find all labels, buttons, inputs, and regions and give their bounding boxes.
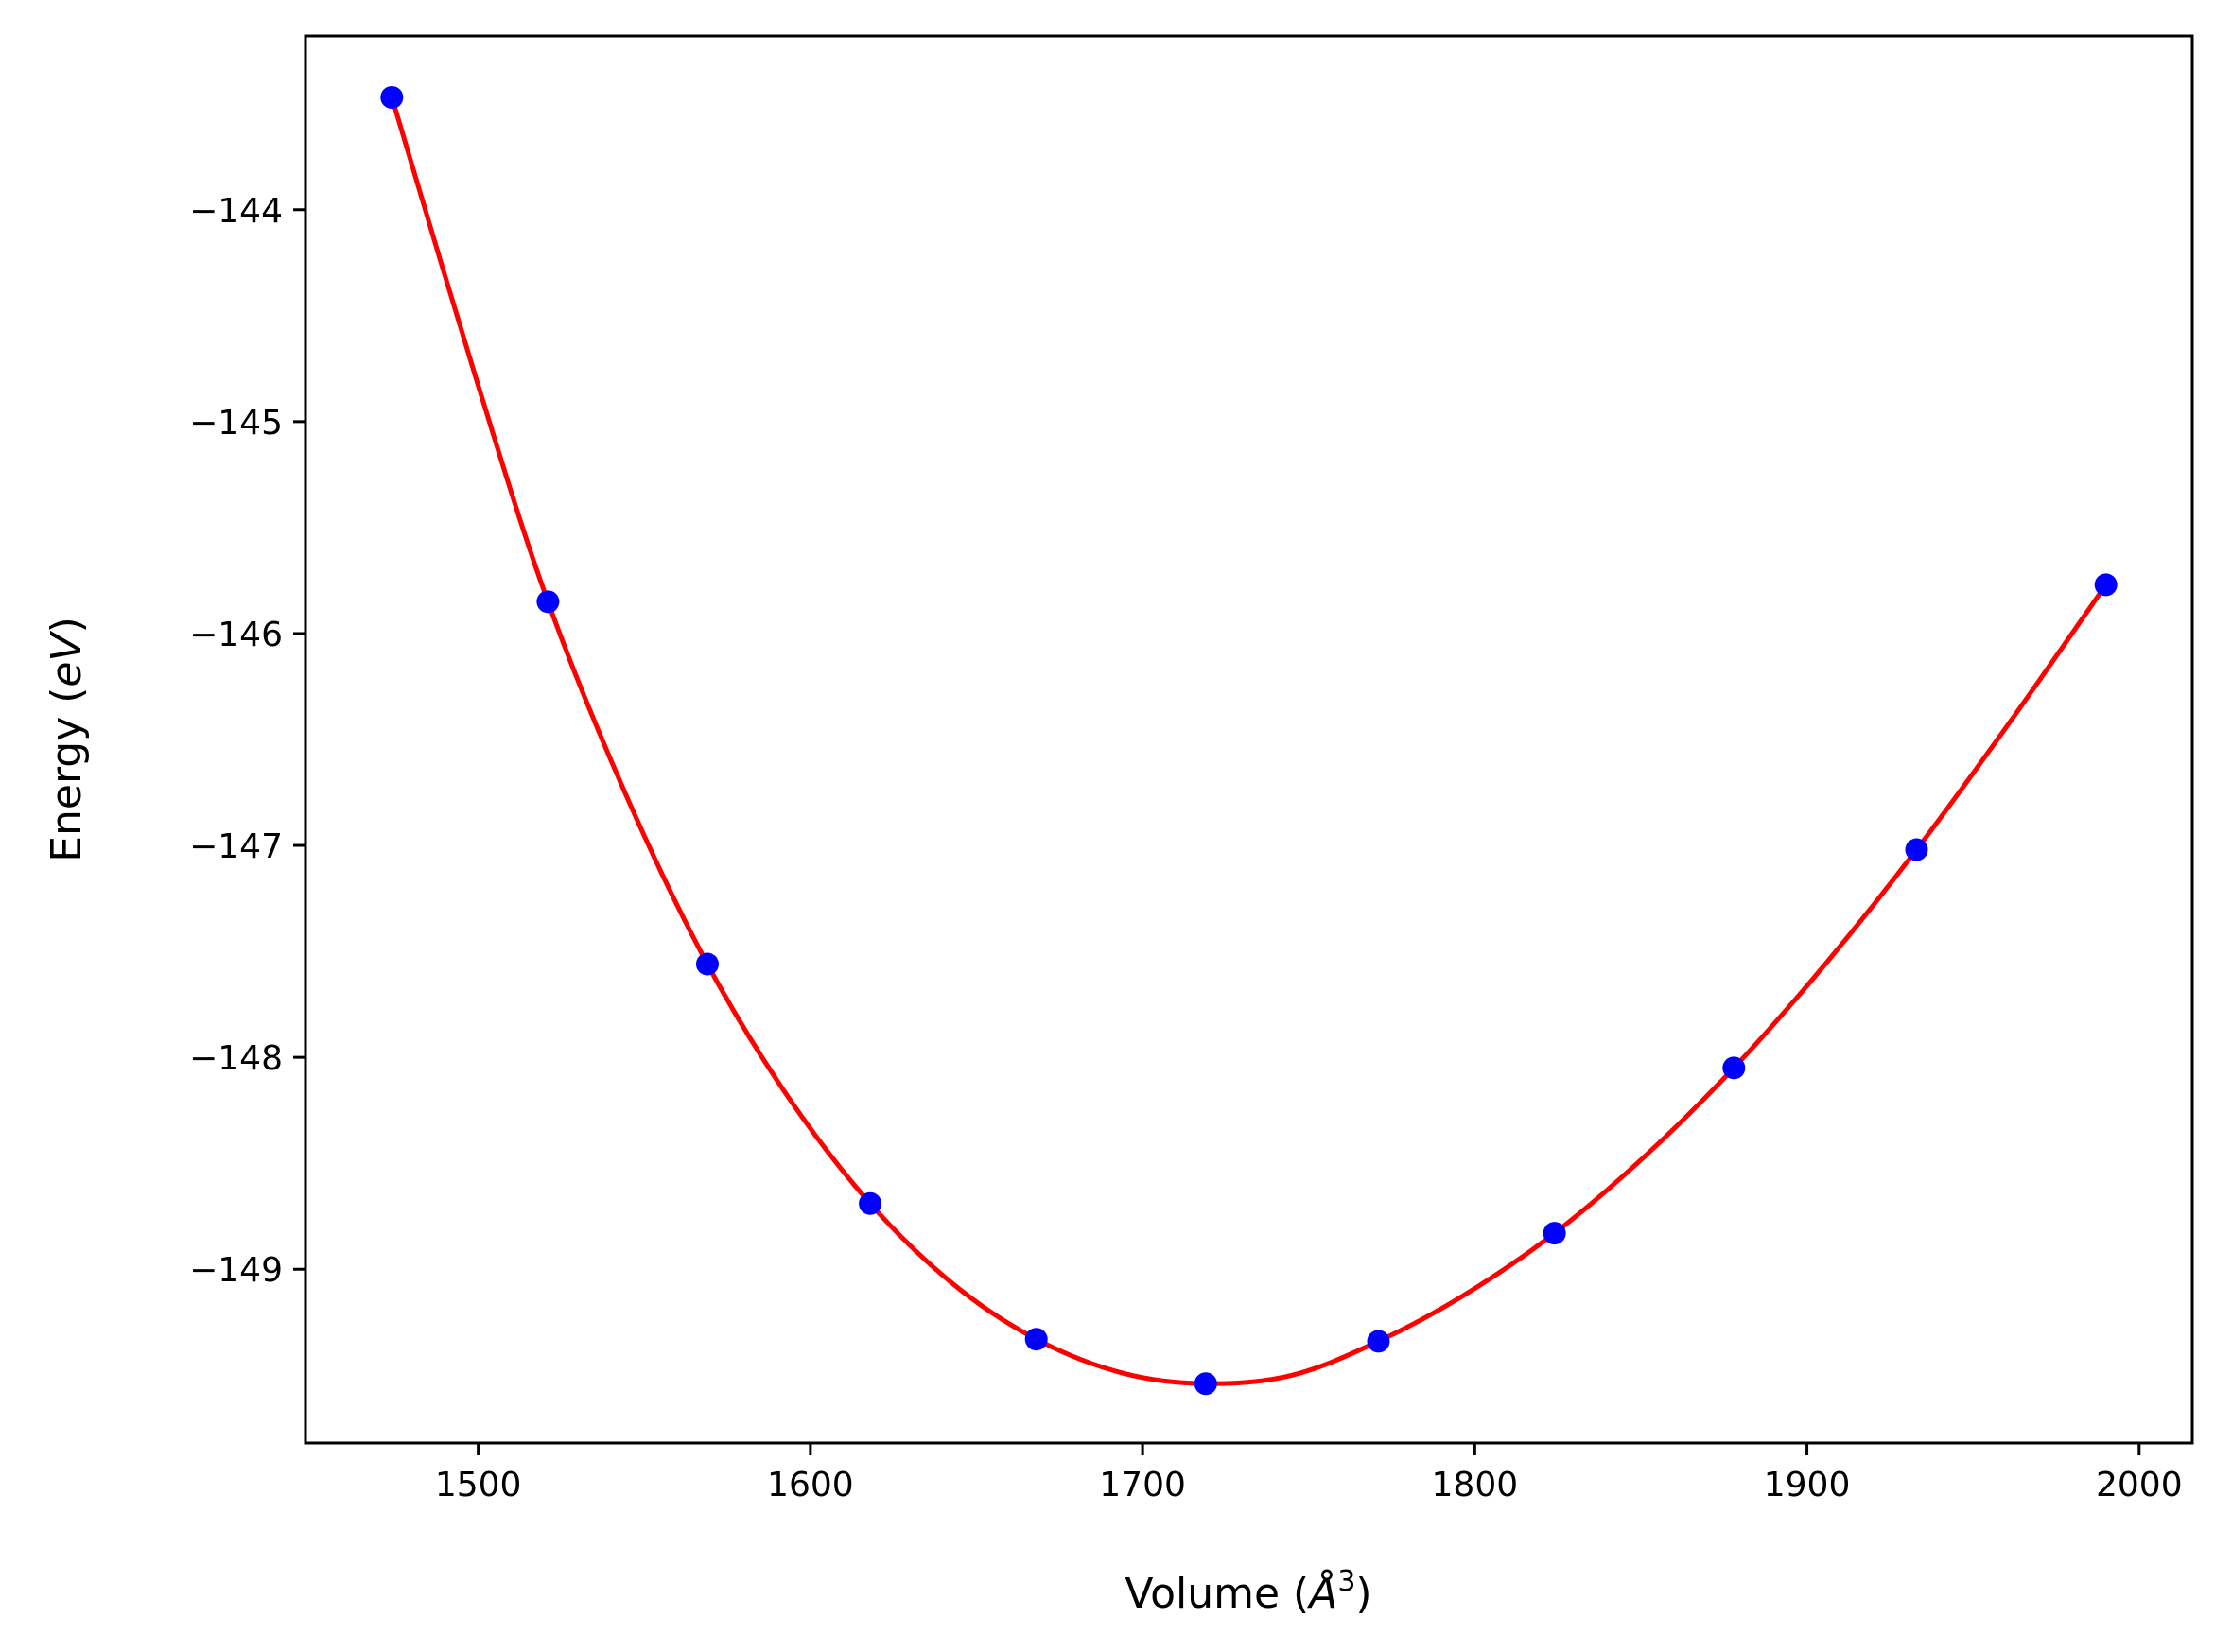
data-point <box>2094 573 2118 597</box>
x-axis-label-prefix: Volume ( <box>1125 1570 1309 1618</box>
x-axis-label-suffix: ) <box>1355 1570 1371 1618</box>
y-tick-label: −148 <box>189 1039 283 1078</box>
x-tick-label: 1800 <box>1432 1466 1519 1504</box>
x-tick-label: 1600 <box>767 1466 854 1504</box>
x-axis-label-unit: Å <box>1306 1568 1337 1618</box>
data-point <box>1024 1328 1048 1351</box>
x-tick-label: 1700 <box>1099 1466 1186 1504</box>
data-point <box>1543 1222 1566 1245</box>
y-tick-label: −149 <box>189 1251 283 1290</box>
y-axis-label: Energy (eV) <box>43 617 91 862</box>
x-axis-label: Volume (Å3) <box>1125 1565 1371 1618</box>
y-axis-label-prefix: Energy ( <box>43 687 91 862</box>
data-point <box>536 590 560 614</box>
x-tick-label: 1900 <box>1764 1466 1851 1504</box>
y-tick-label: −144 <box>189 192 283 231</box>
fit-curve-line <box>389 96 2108 1386</box>
data-point <box>695 952 719 976</box>
axes-frame <box>304 34 2194 1445</box>
data-point <box>1367 1330 1390 1353</box>
data-point <box>859 1191 882 1215</box>
data-point <box>380 85 404 109</box>
data-point <box>1722 1056 1746 1080</box>
y-tick-label: −147 <box>189 827 283 866</box>
data-point <box>1194 1372 1217 1396</box>
y-axis-ticks: −144 −145 −146 −147 −148 −149 <box>189 192 305 1290</box>
x-axis-ticks: 1500 1600 1700 1800 1900 2000 <box>435 1443 2183 1504</box>
x-axis-label-exponent: 3 <box>1337 1565 1355 1598</box>
y-axis-label-unit: eV <box>43 631 91 687</box>
y-axis-label-suffix: ) <box>43 617 91 633</box>
y-tick-label: −146 <box>189 616 283 654</box>
y-tick-label: −145 <box>189 404 283 443</box>
x-tick-label: 2000 <box>2096 1466 2183 1504</box>
data-point <box>1905 838 1928 861</box>
plot-area <box>380 85 2118 1396</box>
x-tick-label: 1500 <box>435 1466 522 1504</box>
